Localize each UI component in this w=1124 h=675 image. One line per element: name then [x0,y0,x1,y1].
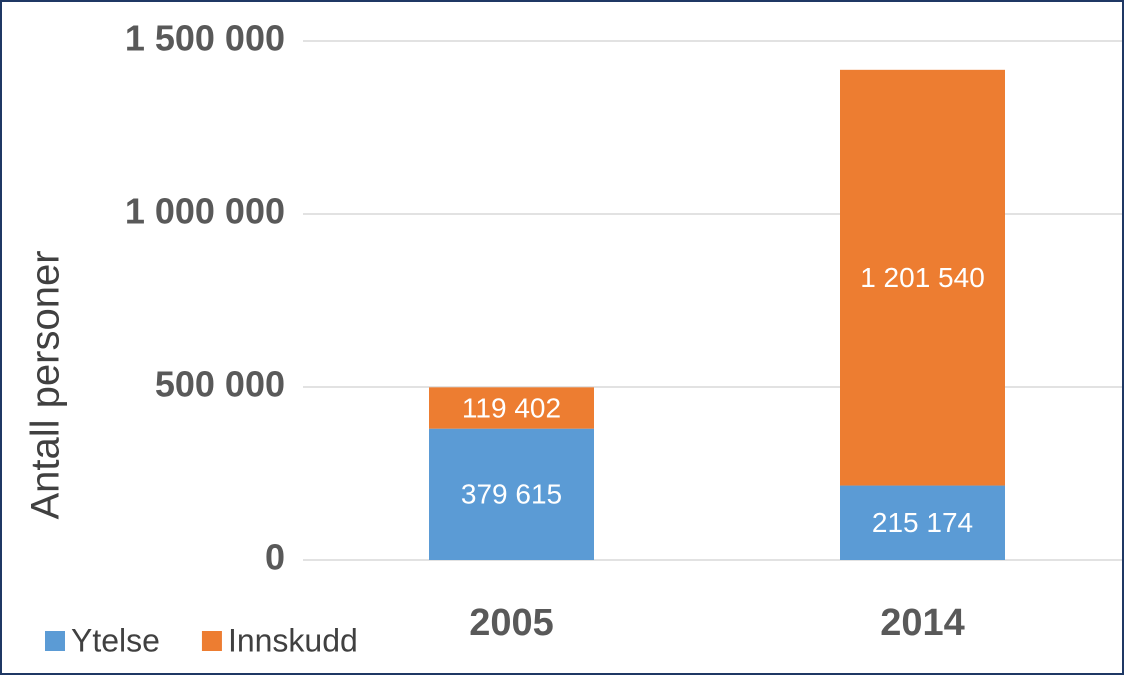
bar-segment [429,387,594,429]
data-label: 119 402 [462,392,561,423]
y-tick-label: 500 000 [155,364,285,405]
y-tick-label: 1 000 000 [125,191,285,232]
y-tick-label: 1 500 000 [125,18,285,59]
y-axis-label: Antall personer [24,250,68,519]
legend-swatch [201,631,222,651]
bar-segment [429,428,594,560]
x-tick-label: 2005 [469,602,554,644]
legend-label: Ytelse [71,622,160,658]
y-tick-label: 0 [265,537,285,578]
data-label: 1 201 540 [860,262,985,293]
bar-segment [840,69,1005,486]
legend-swatch [45,631,65,651]
data-label: 215 174 [872,507,973,538]
x-tick-label: 2014 [880,602,965,644]
data-label: 379 615 [461,479,562,510]
bar-segment [840,485,1005,560]
legend-label: Innskudd [228,622,358,658]
